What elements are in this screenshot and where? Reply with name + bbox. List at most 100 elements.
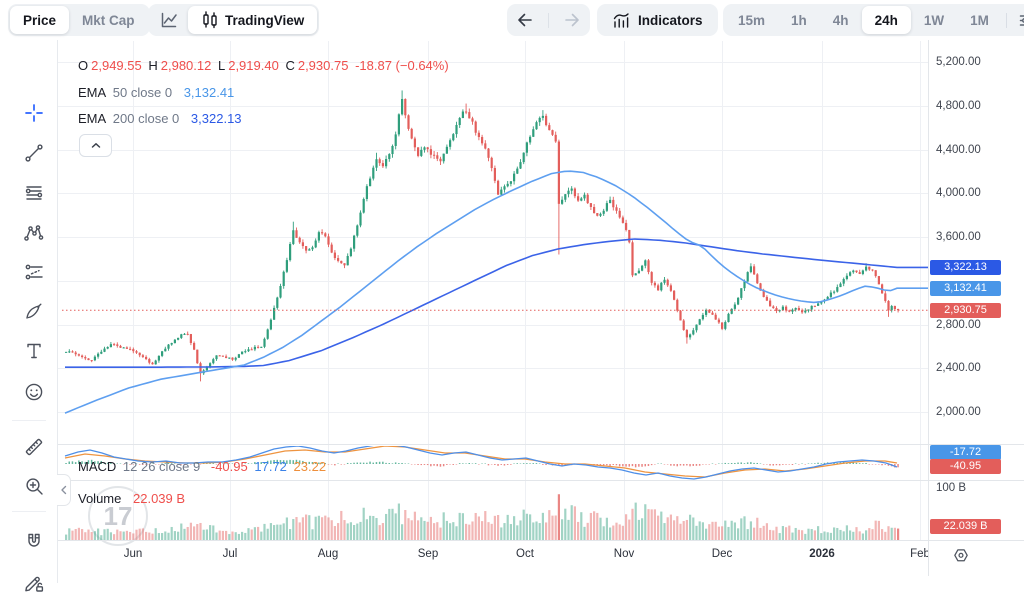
- forward-button[interactable]: [556, 6, 588, 34]
- close-value: 2,930.75: [297, 58, 349, 73]
- indicators-button[interactable]: Indicators: [599, 6, 716, 34]
- xabcd-pattern-tool[interactable]: [23, 222, 45, 244]
- price-axis-label: 3,600.00: [936, 231, 981, 243]
- arrow-left-icon: [518, 13, 532, 27]
- price-axis-label: 100 B: [936, 482, 967, 494]
- change-value: -18.87 (−0.64%): [355, 58, 449, 73]
- timeframe-24h[interactable]: 24h: [861, 6, 911, 34]
- top-toolbar: Price Mkt Cap TradingView Indicators 15m…: [0, 0, 1024, 40]
- last-price-tag: 2,930.75: [930, 302, 1001, 318]
- high-value: 2,980.12: [160, 58, 212, 73]
- crosshair-tool[interactable]: [23, 102, 45, 124]
- price-tab[interactable]: Price: [10, 6, 70, 34]
- sidebar-collapse-handle[interactable]: [57, 474, 71, 506]
- indicators-group: Indicators: [597, 4, 718, 36]
- macd-hist-tag: -40.95: [930, 458, 1001, 474]
- text-tool-icon: [27, 343, 41, 359]
- crosshair-tool-icon: [25, 104, 43, 122]
- time-axis-label: Jun: [123, 548, 143, 560]
- sidebar-divider: [12, 511, 46, 512]
- tradingview-tab[interactable]: TradingView: [188, 6, 318, 34]
- high-label: H: [148, 58, 158, 73]
- low-label: L: [217, 58, 226, 73]
- long-position-tool[interactable]: [23, 261, 45, 283]
- timeframe-1M[interactable]: 1M: [970, 12, 989, 28]
- timeframe-buttons: 15m 1h 4h 24h 1W 1M: [725, 6, 1002, 34]
- price-axis-label: 4,000.00: [936, 187, 981, 199]
- nav-history-group: [507, 4, 590, 36]
- timeframe-1h[interactable]: 1h: [791, 12, 807, 28]
- chart-canvas[interactable]: [0, 0, 1024, 583]
- ema50-price-tag: 3,132.41: [930, 280, 1001, 296]
- zoom-in-tool-icon: [26, 478, 43, 495]
- trend-line-tool[interactable]: [23, 142, 45, 164]
- draw-lock-tool-icon: [25, 576, 44, 592]
- macd-hist-value: -40.95: [210, 459, 248, 474]
- back-button[interactable]: [509, 6, 541, 34]
- indicators-icon: [613, 12, 629, 28]
- time-axis-label: 2026: [809, 548, 835, 560]
- ruler-tool-icon: [25, 438, 43, 456]
- ema50-legend: EMA 50 close 0 3,132.41: [78, 85, 235, 100]
- time-axis-label: Nov: [613, 548, 635, 560]
- brush-tool[interactable]: [23, 300, 45, 322]
- ruler-tool[interactable]: [23, 436, 45, 458]
- ema200-line: [65, 238, 928, 369]
- time-axis-label: Sep: [417, 548, 439, 560]
- macd-legend: MACD 12 26 close 9 -40.95 17.72 23.22: [78, 459, 327, 474]
- emoji-tool-icon: [25, 383, 43, 401]
- timeframe-4h[interactable]: 4h: [832, 12, 849, 28]
- nav-divider: [548, 12, 549, 28]
- open-value: 2,949.55: [91, 58, 142, 73]
- draw-lock-tool[interactable]: [23, 572, 45, 594]
- timezone-settings-button[interactable]: [949, 544, 973, 566]
- timeframe-1W[interactable]: 1W: [923, 12, 945, 28]
- zoom-in-tool[interactable]: [23, 475, 45, 497]
- timeframe-divider: [1005, 12, 1007, 28]
- volume-bars: [65, 494, 900, 540]
- timeframe-15m[interactable]: 15m: [738, 12, 766, 28]
- price-axis-label: 2,800.00: [936, 319, 981, 331]
- price-axis-label: 5,200.00: [936, 56, 981, 68]
- price-axis-label: 2,400.00: [936, 362, 981, 374]
- pane-separators: [58, 40, 1024, 576]
- sliders-icon: [1019, 14, 1024, 26]
- chart-type-switch: TradingView: [148, 4, 320, 36]
- chevron-left-icon: [60, 485, 66, 495]
- legend-collapse-button[interactable]: [79, 134, 112, 157]
- price-mktcap-switch: Price Mkt Cap: [8, 4, 150, 36]
- fib-retracement-tool[interactable]: [23, 182, 45, 204]
- close-label: C: [285, 58, 295, 73]
- magnet-tool[interactable]: [23, 531, 45, 553]
- macd-signal-line: [64, 446, 898, 478]
- chevron-up-icon: [91, 143, 100, 148]
- ema200-value: 3,322.13: [190, 111, 242, 126]
- xabcd-pattern-tool-icon: [24, 225, 44, 241]
- arrow-right-icon: [565, 13, 579, 27]
- ema200-legend: EMA 200 close 0 3,322.13: [78, 111, 242, 126]
- ema200-price-tag: 3,322.13: [930, 259, 1001, 275]
- macd-pane: [64, 446, 899, 480]
- trend-line-tool-icon: [25, 144, 43, 162]
- emoji-tool[interactable]: [23, 381, 45, 403]
- text-tool[interactable]: [23, 340, 45, 362]
- ohlc-legend: O 2,949.55 H 2,980.12 L 2,919.40 C 2,930.75 …: [78, 58, 452, 73]
- macd-line: [64, 446, 898, 480]
- low-value: 2,919.40: [228, 58, 279, 73]
- mktcap-tab[interactable]: Mkt Cap: [82, 12, 135, 28]
- drawing-toolbar: [0, 40, 58, 592]
- ema50-value: 3,132.41: [183, 85, 235, 100]
- chart-settings-button[interactable]: [1011, 6, 1024, 34]
- chart-watermark: 17: [88, 486, 148, 546]
- time-axis-label: Oct: [516, 548, 534, 560]
- time-axis-label: Jul: [222, 548, 238, 560]
- ema50-line: [64, 170, 928, 414]
- long-position-tool-icon: [25, 264, 43, 280]
- volume-tag: 22.039 B: [930, 518, 1001, 534]
- volume-legend: Volume 22.039 B: [78, 491, 186, 506]
- time-axis-label: Feb: [910, 548, 928, 560]
- line-chart-tab[interactable]: [150, 6, 188, 34]
- price-axis-label: 4,400.00: [936, 144, 981, 156]
- time-axis[interactable]: Jun Jul Aug Sep Oct Nov Dec 2026 Feb: [58, 541, 928, 571]
